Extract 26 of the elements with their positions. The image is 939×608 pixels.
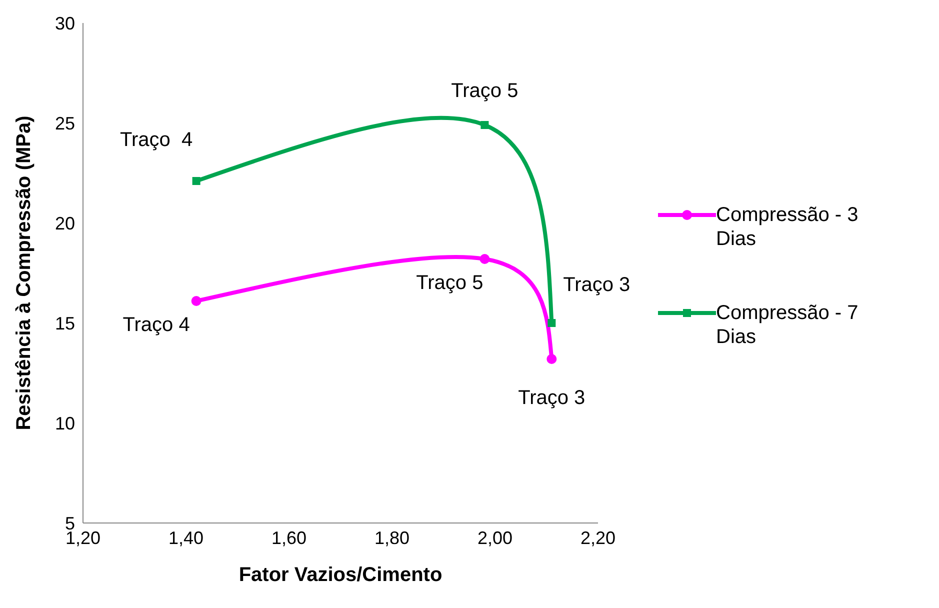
annotation: Traço 5 — [416, 272, 484, 294]
y-tick-label: 25 — [54, 113, 75, 134]
y-tick-label: 30 — [54, 13, 75, 34]
x-axis-title: Fator Vazios/Cimento — [238, 564, 442, 586]
x-tick-label: 1,60 — [271, 528, 307, 548]
point — [546, 354, 557, 364]
x-tick-label: 2,20 — [580, 528, 616, 548]
point — [480, 121, 489, 129]
legend-label: Compressão - 3 Dias — [716, 202, 860, 250]
x-tick-label: 1,40 — [168, 528, 204, 548]
annotation: Traço 4 — [120, 129, 193, 151]
x-tick-label: 2,00 — [477, 528, 513, 548]
annotation: Traço 5 — [451, 80, 518, 102]
annotation: Traço 4 — [122, 314, 190, 336]
y-tick-label: 20 — [54, 213, 75, 234]
legend-label: Compressão - 7 Dias — [716, 300, 860, 348]
x-tick-label: 1,80 — [374, 528, 410, 548]
point — [480, 254, 490, 264]
point — [191, 296, 202, 306]
point — [192, 177, 200, 185]
y-tick-label: 15 — [54, 313, 75, 334]
annotation: Traço 3 — [518, 387, 586, 409]
annotation: Traço 3 — [563, 274, 630, 296]
y-axis-title: Resistência à Compressão (MPa) — [13, 116, 36, 430]
point — [548, 319, 556, 327]
y-tick-label: 10 — [54, 413, 75, 434]
